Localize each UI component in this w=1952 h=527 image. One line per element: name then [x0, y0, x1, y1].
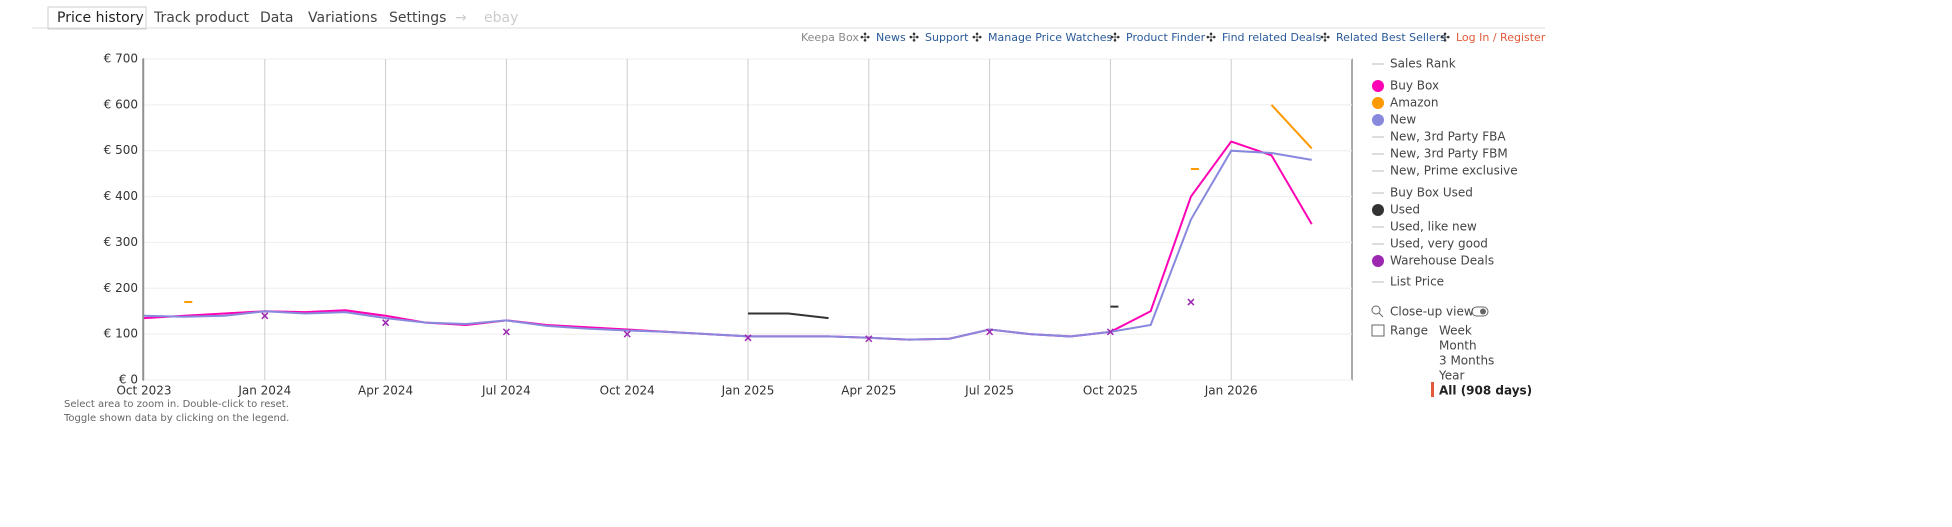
- top-link[interactable]: Product Finder: [1126, 31, 1206, 44]
- x-tick-label: Oct 2025: [1083, 384, 1138, 398]
- closeup-icon: [1371, 305, 1384, 318]
- legend-entry[interactable]: Warehouse Deals: [1390, 254, 1494, 268]
- separator: ✣: [860, 31, 870, 45]
- note: Toggle shown data by clicking on the leg…: [63, 413, 289, 424]
- range-option[interactable]: 3 Months: [1439, 354, 1494, 368]
- legend-entry[interactable]: Buy Box Used: [1390, 186, 1473, 200]
- calendar-icon: [1371, 324, 1385, 337]
- warehouse-marker: [744, 334, 752, 342]
- top-link[interactable]: Keepa Box: [801, 31, 859, 44]
- legend-entry[interactable]: Used, very good: [1390, 237, 1488, 251]
- range-option[interactable]: Year: [1438, 369, 1464, 383]
- range-option[interactable]: Week: [1439, 324, 1472, 338]
- warehouse-marker: [986, 328, 994, 336]
- legend-dot: [1372, 204, 1384, 216]
- y-tick-label: € 400: [104, 189, 138, 203]
- legend-dot: [1372, 114, 1384, 126]
- legend-entry[interactable]: Used, like new: [1390, 220, 1477, 234]
- top-link[interactable]: Log In / Register: [1456, 31, 1546, 44]
- legend-entry[interactable]: Sales Rank: [1390, 57, 1456, 71]
- legend-dot: [1372, 97, 1384, 109]
- top-link[interactable]: Manage Price Watches: [988, 31, 1113, 44]
- tab[interactable]: Price history: [57, 10, 144, 26]
- legend-entry[interactable]: New, 3rd Party FBM: [1390, 147, 1508, 161]
- legend-entry[interactable]: New, Prime exclusive: [1390, 164, 1518, 178]
- y-tick-label: € 500: [104, 143, 138, 157]
- series-line: [184, 104, 1313, 304]
- legend-entry[interactable]: New: [1390, 113, 1416, 127]
- warehouse-marker: [1106, 328, 1114, 336]
- warehouse-marker: [1187, 298, 1195, 306]
- range-option[interactable]: All (908 days): [1439, 384, 1532, 398]
- warehouse-marker: [502, 328, 510, 336]
- tab[interactable]: Track product: [153, 10, 249, 26]
- warehouse-marker: [623, 330, 631, 338]
- y-tick-label: € 300: [104, 235, 138, 249]
- top-link[interactable]: Find related Deals: [1222, 31, 1321, 44]
- separator: ✣: [1320, 31, 1330, 45]
- series-line: [748, 305, 1119, 320]
- x-tick-label: Jan 2025: [721, 384, 775, 398]
- warehouse-marker: [382, 319, 390, 327]
- range-active-bar: [1431, 382, 1434, 397]
- x-tick-label: Jan 2024: [237, 384, 291, 398]
- toggle-knob: [1480, 308, 1486, 315]
- warehouse-marker: [865, 335, 873, 343]
- y-tick-label: € 600: [104, 97, 138, 111]
- series-line: [143, 149, 1312, 341]
- x-tick-label: Oct 2024: [600, 384, 655, 398]
- legend-entry[interactable]: Buy Box: [1390, 79, 1439, 93]
- legend-dot: [1372, 80, 1384, 92]
- legend-entry[interactable]: New, 3rd Party FBA: [1390, 130, 1506, 144]
- separator: ✣: [1440, 31, 1450, 45]
- note: Select area to zoom in. Double-click to …: [64, 399, 289, 410]
- separator: ✣: [909, 31, 919, 45]
- x-tick-label: Jul 2025: [964, 384, 1014, 398]
- tab[interactable]: Settings: [389, 10, 446, 26]
- y-tick-label: € 100: [104, 327, 138, 341]
- warehouse-marker: [261, 312, 269, 320]
- tab[interactable]: Variations: [308, 10, 377, 26]
- range-option[interactable]: Month: [1439, 339, 1477, 353]
- active-tab-frame: [47, 6, 147, 30]
- legend-entry[interactable]: Amazon: [1390, 96, 1439, 110]
- x-tick-label: Apr 2024: [358, 384, 413, 398]
- separator: ✣: [1206, 31, 1216, 45]
- separator: ✣: [1110, 31, 1120, 45]
- legend-entry[interactable]: List Price: [1390, 275, 1444, 289]
- range-label: Range: [1390, 324, 1428, 338]
- top-link[interactable]: Support: [925, 31, 969, 44]
- legend-dot: [1372, 255, 1384, 267]
- x-tick-label: Apr 2025: [841, 384, 896, 398]
- x-tick-label: Jul 2024: [481, 384, 531, 398]
- tab[interactable]: Data: [260, 10, 293, 26]
- tab[interactable]: →: [455, 10, 467, 26]
- top-link[interactable]: News: [876, 31, 906, 44]
- series-line: [143, 140, 1313, 341]
- closeup-label[interactable]: Close-up view: [1390, 305, 1474, 319]
- toggle[interactable]: [1471, 306, 1489, 317]
- separator: ✣: [972, 31, 982, 45]
- y-tick-label: € 0: [119, 373, 138, 387]
- x-tick-label: Oct 2023: [116, 384, 171, 398]
- tab[interactable]: ebay: [484, 10, 518, 26]
- y-tick-label: € 200: [104, 281, 138, 295]
- x-tick-label: Jan 2026: [1204, 384, 1258, 398]
- y-tick-label: € 700: [104, 52, 138, 66]
- top-link[interactable]: Related Best Sellers: [1336, 31, 1446, 44]
- legend-entry[interactable]: Used: [1390, 203, 1420, 217]
